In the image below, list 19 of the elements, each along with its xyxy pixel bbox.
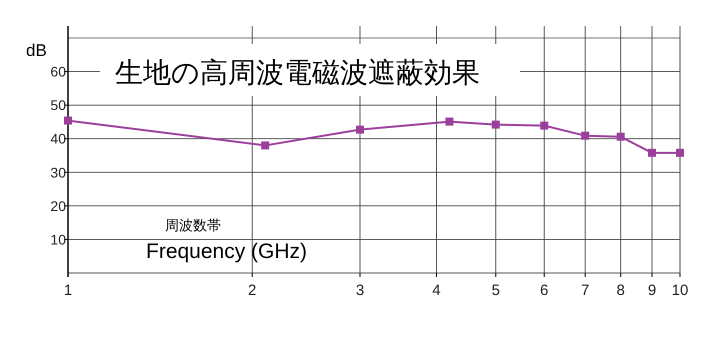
annotation: 周波数帯 [165,217,221,233]
x-tick-label: 6 [540,282,548,299]
x-tick-label: 3 [356,282,364,299]
x-tick-label: 10 [672,282,688,299]
y-tick-label: 10 [50,231,66,248]
x-tick-label: 8 [616,282,625,299]
y-tick-label: 40 [50,130,66,147]
x-tick-label: 2 [248,282,256,299]
x-tick-label: 4 [432,282,441,299]
y-axis-title: dB [26,41,47,60]
text: 生地の高周波電磁波遮蔽効果 [115,57,480,88]
y-tick-label: 60 [50,64,66,80]
y-tick-label: 30 [50,164,66,180]
x-tick-label: 5 [492,282,500,299]
y-tick-label: 20 [50,198,66,214]
x-tick-label: 9 [648,282,656,299]
y-tick-label: 50 [50,97,66,114]
x-tick-label: 1 [64,282,72,299]
x-tick-label: 7 [581,282,590,299]
